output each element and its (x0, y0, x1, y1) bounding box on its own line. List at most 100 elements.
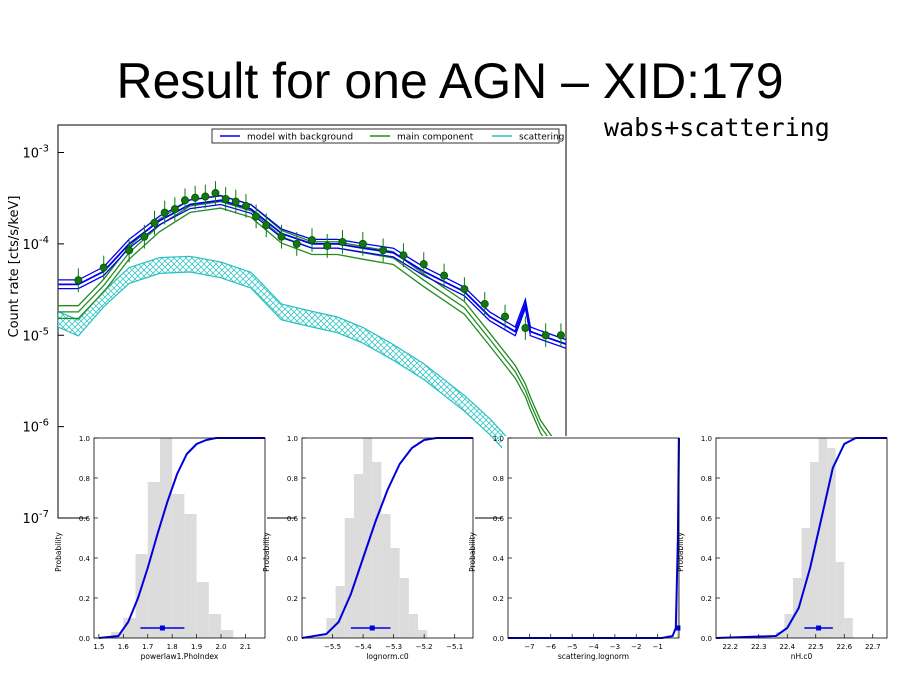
nh-y-tick-label: 0.0 (701, 635, 712, 643)
nh-x-tick-label: 22.7 (865, 643, 881, 651)
scattering-y-tick-label: 1.0 (493, 435, 504, 443)
nh-y-tick-label: 0.2 (701, 595, 712, 603)
lognorm-histogram-bar (372, 462, 382, 638)
nh-estimate-marker (816, 625, 822, 631)
nh-y-tick-label: 0.8 (701, 475, 712, 483)
data-point (231, 197, 240, 206)
model-line-high (58, 195, 566, 341)
data-point (379, 246, 388, 255)
data-point (74, 276, 83, 285)
scattering-x-tick-label: −2 (631, 643, 641, 651)
model-line-low (58, 203, 566, 349)
data-point (211, 189, 220, 198)
data-point (399, 251, 408, 260)
lognorm-histogram-bar (381, 514, 391, 638)
data-point (201, 192, 210, 201)
phoindex-y-tick-label: 1.0 (79, 435, 90, 443)
phoindex-y-tick-label: 0.8 (79, 475, 90, 483)
lognorm-y-tick-label: 0.8 (287, 475, 298, 483)
nh-y-tick-label: 1.0 (701, 435, 712, 443)
phoindex-x-tick-label: 1.5 (93, 643, 104, 651)
nh-y-axis-label: Probability (676, 532, 685, 572)
nh-frame (715, 437, 888, 639)
lognorm-x-tick-label: −5.5 (324, 643, 341, 651)
data-point (440, 271, 449, 280)
lognorm-y-tick-label: 0.4 (287, 555, 299, 563)
data-point (99, 263, 108, 272)
lognorm-frame (301, 437, 474, 639)
lognorm-y-tick-label: 0.2 (287, 595, 298, 603)
nh-x-axis-label: nH.c0 (791, 652, 813, 661)
phoindex-histogram-bar (111, 632, 124, 638)
phoindex-histogram-bar (184, 514, 197, 638)
slide-subtitle: wabs+scattering (604, 113, 830, 142)
data-point (323, 241, 332, 250)
scattering-x-tick-label: −1 (652, 643, 662, 651)
phoindex-estimate-marker (159, 625, 165, 631)
scattering-x-axis-label: scattering.lognorm (558, 652, 629, 661)
nh-x-tick-label: 22.3 (751, 643, 767, 651)
data-point (150, 218, 159, 227)
lognorm-estimate-marker (369, 625, 375, 631)
phoindex-y-tick-label: 0.6 (79, 515, 91, 523)
lognorm-histogram-bar (326, 618, 336, 638)
spectrum-plot-area (58, 181, 566, 518)
scattering-estimate-marker (675, 625, 681, 631)
scattering-y-tick-label: 0.6 (493, 515, 505, 523)
lognorm-x-tick-label: −5.3 (385, 643, 402, 651)
nh-histogram-bar (792, 578, 802, 638)
lognorm-y-axis-label: Probability (262, 532, 271, 572)
nh-x-tick-label: 22.4 (779, 643, 795, 651)
y-tick-label: 10-5 (22, 326, 49, 344)
phoindex-y-tick-label: 0.4 (79, 555, 91, 563)
nh-histogram-bar (827, 448, 836, 638)
posterior-chart-lognorm: 0.0 0.2 0.4 0.6 0.8 1.0 −5.5 −5.4 −5.3 −5.2 −5.1 lo… (262, 435, 475, 661)
lognorm-histogram-bar (317, 634, 327, 638)
nh-histogram-bar (775, 632, 785, 638)
data-point (125, 246, 134, 255)
y-tick-label: 10-6 (22, 418, 49, 436)
phoindex-histogram-bar (196, 582, 209, 638)
lognorm-histogram-bar (408, 614, 419, 638)
lognorm-x-tick-label: −5.1 (446, 643, 463, 651)
nh-histogram-bar (844, 618, 853, 638)
phoindex-histogram-bar (147, 482, 160, 638)
nh-histogram-bar (835, 562, 845, 638)
scattering-x-tick-label: −6 (546, 643, 557, 651)
lognorm-histogram-bar (418, 630, 428, 638)
nh-x-tick-label: 22.6 (836, 643, 852, 651)
data-point (556, 331, 565, 340)
model-line (58, 199, 566, 345)
phoindex-histogram-bar (135, 554, 148, 638)
nh-x-tick-label: 22.2 (722, 643, 738, 651)
lognorm-y-tick-label: 1.0 (287, 435, 298, 443)
scattering-y-tick-label: 0.2 (493, 595, 504, 603)
legend-label: model with background (247, 133, 353, 143)
phoindex-histogram-bar (221, 630, 234, 638)
scattering-y-tick-label: 0.4 (493, 555, 505, 563)
data-point (292, 239, 301, 248)
data-point (191, 193, 200, 202)
data-point (501, 312, 510, 321)
y-axis-label: Count rate [cts/s/keV] (7, 196, 22, 338)
lognorm-x-axis-label: lognorm.c0 (366, 652, 409, 661)
scattering-x-tick-label: −7 (524, 643, 534, 651)
scattering-y-tick-label: 0.0 (493, 635, 504, 643)
phoindex-x-tick-label: 1.9 (191, 643, 202, 651)
data-point (358, 239, 367, 248)
posterior-chart-nh: 0.0 0.2 0.4 0.6 0.8 1.0 22.2 22.3 22.4 22.5 22.6 22… (676, 435, 889, 661)
lognorm-y-tick-label: 0.6 (287, 515, 299, 523)
legend-label: scattering (519, 133, 564, 143)
lognorm-histogram-bar (363, 438, 373, 638)
data-point (160, 208, 169, 217)
data-point (252, 212, 261, 221)
data-point (541, 331, 550, 340)
data-point (338, 237, 347, 246)
scattering-x-tick-label: −5 (567, 643, 577, 651)
legend-label: main component (397, 133, 474, 143)
phoindex-x-axis-label: powerlaw1.PhoIndex (141, 652, 219, 661)
main-component-line-high (58, 194, 566, 458)
phoindex-histogram-bar (208, 614, 222, 638)
lognorm-histogram-bar (344, 518, 354, 638)
data-point (307, 236, 316, 245)
